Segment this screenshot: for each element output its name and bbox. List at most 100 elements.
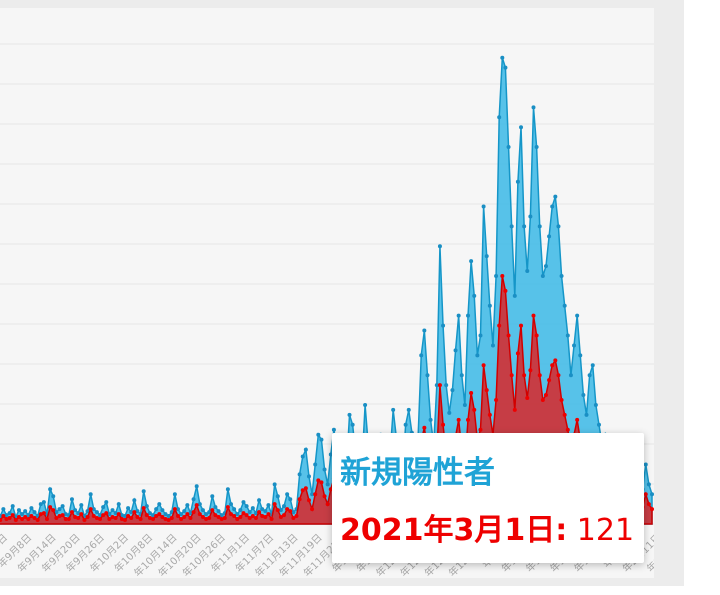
data-point <box>54 516 59 521</box>
data-point <box>26 513 31 518</box>
data-point <box>310 492 315 497</box>
data-point <box>4 513 9 518</box>
data-point <box>253 511 258 516</box>
data-point <box>537 373 542 378</box>
data-point <box>285 507 290 512</box>
data-point <box>331 427 336 432</box>
data-point <box>306 498 311 503</box>
data-point <box>469 259 474 264</box>
data-point <box>57 507 62 512</box>
data-point <box>122 514 127 519</box>
data-point <box>45 517 50 522</box>
data-point <box>313 492 318 497</box>
data-point <box>135 515 140 520</box>
data-point <box>294 514 299 519</box>
data-point <box>91 507 96 512</box>
data-point <box>122 518 127 523</box>
data-point <box>91 514 96 519</box>
data-point <box>126 514 131 519</box>
data-point <box>88 507 93 512</box>
data-point <box>253 516 258 521</box>
data-point <box>222 516 227 521</box>
data-point <box>556 224 561 229</box>
data-point <box>575 313 580 318</box>
data-point <box>129 516 134 521</box>
data-point <box>450 388 455 393</box>
data-point <box>481 363 486 368</box>
data-point <box>232 514 237 519</box>
data-point <box>506 145 511 150</box>
data-point <box>69 497 74 502</box>
data-point <box>522 224 527 229</box>
data-point <box>66 517 71 522</box>
data-point <box>57 514 62 519</box>
data-point <box>503 65 508 70</box>
data-point <box>269 517 274 522</box>
data-point <box>403 422 408 427</box>
data-point <box>54 510 59 515</box>
data-point <box>562 412 567 417</box>
data-point <box>500 55 505 60</box>
data-point <box>16 508 21 513</box>
data-point <box>306 474 311 479</box>
data-point <box>475 353 480 358</box>
data-point <box>1 514 6 519</box>
data-point <box>241 511 246 516</box>
data-point <box>23 515 28 520</box>
data-point <box>494 398 499 402</box>
data-point <box>650 492 654 497</box>
data-point <box>69 510 74 515</box>
data-point <box>512 293 517 298</box>
data-point <box>494 274 499 278</box>
data-point <box>543 264 548 269</box>
data-point <box>169 516 174 521</box>
data-point <box>175 507 180 512</box>
tooltip-value: 121 <box>576 513 635 548</box>
data-point <box>481 204 486 209</box>
data-point <box>60 513 65 518</box>
data-point <box>275 508 280 513</box>
data-point <box>472 293 477 298</box>
data-point <box>263 509 268 514</box>
data-point <box>525 396 530 401</box>
data-point <box>478 427 483 432</box>
data-point <box>160 508 165 513</box>
data-point <box>363 402 368 407</box>
data-point <box>257 498 262 503</box>
data-point <box>185 512 190 517</box>
data-point <box>310 507 315 512</box>
data-point <box>20 512 25 517</box>
data-point <box>197 512 202 517</box>
data-point <box>188 516 193 521</box>
data-point <box>197 502 202 507</box>
data-point <box>244 513 249 518</box>
data-point <box>456 417 461 422</box>
data-point <box>16 515 21 520</box>
data-point <box>191 510 196 515</box>
data-point <box>179 517 184 522</box>
data-point <box>519 125 524 130</box>
data-point <box>98 513 103 518</box>
data-point <box>191 497 196 502</box>
data-point <box>135 509 140 514</box>
data-point <box>328 487 333 492</box>
data-point <box>478 333 483 338</box>
data-point <box>578 353 583 358</box>
data-point <box>175 514 180 519</box>
data-point <box>484 388 489 393</box>
data-point <box>263 515 268 520</box>
data-point <box>104 511 109 516</box>
data-point <box>172 507 177 512</box>
data-point <box>250 514 255 519</box>
data-point <box>132 498 137 503</box>
data-point <box>559 398 564 402</box>
data-point <box>568 373 573 378</box>
data-point <box>575 417 580 422</box>
data-point <box>113 516 118 521</box>
data-point <box>391 407 396 412</box>
data-point <box>278 508 283 513</box>
data-point <box>456 313 461 318</box>
data-point <box>163 517 168 522</box>
data-point <box>29 506 34 511</box>
data-point <box>147 516 152 521</box>
